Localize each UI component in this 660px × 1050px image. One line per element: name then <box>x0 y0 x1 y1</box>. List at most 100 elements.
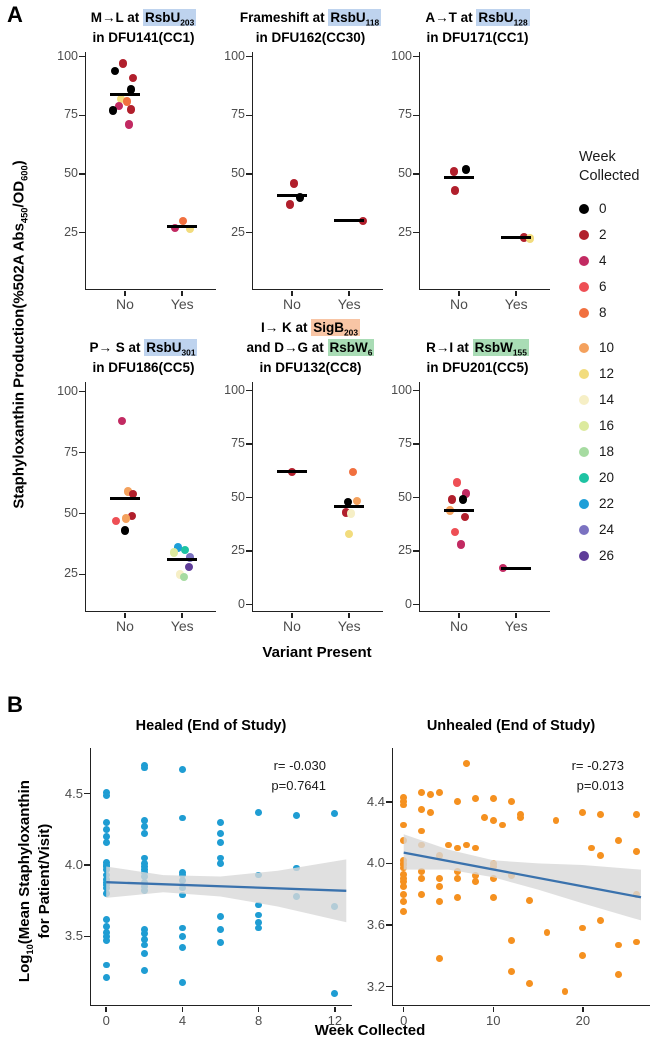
legend-color-dot <box>579 420 589 431</box>
y-tick-label: 75 <box>231 436 245 451</box>
strip-plot-dfu201: R→I at RsbW155 in DFU201(CC5) 0 25 50 75 100 N… <box>391 339 550 634</box>
category-label: Yes <box>504 618 528 634</box>
correlation-annotation: r= -0.030 p=0.7641 <box>271 756 326 795</box>
data-point <box>217 818 224 826</box>
regression-layer <box>403 834 642 921</box>
data-point <box>102 974 110 982</box>
group-mean-bar <box>167 225 198 229</box>
data-point <box>102 933 110 940</box>
y-axis-tick <box>386 801 392 803</box>
data-point <box>427 790 434 798</box>
data-point <box>179 871 186 879</box>
y-tick-label: 0 <box>238 596 245 611</box>
data-point <box>400 907 408 915</box>
data-point <box>121 514 131 523</box>
legend-item: 10 <box>579 335 659 361</box>
data-point <box>400 821 408 829</box>
x-axis-tick <box>181 290 183 296</box>
data-point <box>140 935 148 943</box>
data-point <box>179 944 186 952</box>
legend-item: 22 <box>579 491 659 517</box>
plot-area: 0 25 50 75 100 No Yes <box>224 382 383 634</box>
group-mean-bar <box>334 504 365 508</box>
data-point <box>179 572 189 582</box>
y-tick-label: 100 <box>57 48 78 63</box>
strip-plot-dfu132: I→ K at SigB203 and D→G at RsbW6 in DFU132… <box>224 319 383 634</box>
y-tick-label: 0 <box>405 596 412 611</box>
y-tick-label: 50 <box>231 166 245 181</box>
data-point <box>179 933 186 940</box>
data-point <box>102 838 110 846</box>
data-point <box>579 809 587 817</box>
data-point <box>452 478 462 487</box>
legend-color-dot <box>579 550 589 561</box>
x-axis-tick <box>257 1006 260 1012</box>
legend-entry-label: 12 <box>599 366 615 382</box>
data-point <box>140 823 148 830</box>
x-axis-tick <box>582 1006 584 1012</box>
y-axis-tick <box>79 451 85 454</box>
x-axis-tick <box>515 612 517 618</box>
p-value: p=0.7641 <box>271 777 326 793</box>
y-axis-tick <box>246 55 252 58</box>
data-point <box>454 875 461 883</box>
data-point <box>418 890 426 898</box>
plot-title: Unhealed (End of Study) <box>426 718 596 734</box>
y-axis-tick <box>413 389 419 392</box>
regression-line <box>106 881 347 892</box>
category-label: Yes <box>337 618 361 634</box>
category-label: Yes <box>504 296 528 312</box>
legend-item: 14 <box>579 387 659 413</box>
plot-area: 25 50 75 100 No Yes <box>391 49 550 312</box>
data-point <box>179 978 186 986</box>
y-axis-tick <box>413 550 419 552</box>
data-point <box>122 97 132 106</box>
data-point <box>140 764 148 772</box>
data-point <box>117 416 127 426</box>
data-point <box>169 548 179 557</box>
group-mean-bar <box>501 566 532 570</box>
data-point <box>543 929 551 937</box>
y-axis-tick <box>84 792 90 795</box>
y-axis-tick <box>79 573 85 576</box>
regression-line <box>403 851 642 899</box>
data-point <box>128 489 138 499</box>
data-point <box>447 495 457 504</box>
data-point <box>471 844 479 852</box>
legend-items: 0 2 4 6 8 10 12 14 16 18 20 22 24 26 <box>579 196 659 569</box>
data-point <box>184 562 194 572</box>
y-axis-tick <box>246 389 252 392</box>
plot-area: 25 50 75 100 No Yes <box>224 49 383 312</box>
data-point <box>179 891 186 899</box>
correlation-annotation: r= -0.273 p=0.013 <box>572 756 624 795</box>
data-point <box>471 878 479 886</box>
r-value: r= -0.030 <box>273 758 326 773</box>
data-point <box>615 970 623 978</box>
y-axis-tick <box>413 114 419 117</box>
y-tick-label: 100 <box>224 382 245 397</box>
plot-area: 0 25 50 75 100 No Yes <box>391 382 550 634</box>
x-axis-tick <box>124 612 126 618</box>
legend-color-dot <box>579 307 589 318</box>
legend-entry-label: 14 <box>599 392 615 408</box>
data-point <box>295 193 305 202</box>
data-point <box>102 923 110 930</box>
p-value: p=0.013 <box>576 777 624 793</box>
data-point <box>217 938 224 946</box>
data-point <box>123 487 133 496</box>
data-point <box>400 801 408 809</box>
y-axis-tick <box>79 390 85 393</box>
y-axis-tick <box>413 496 419 499</box>
legend-color-dot <box>579 498 589 509</box>
data-point <box>217 838 224 846</box>
regression-layer <box>106 859 347 923</box>
data-point <box>460 512 470 522</box>
legend-entry-label: 10 <box>599 340 615 356</box>
data-point <box>471 872 479 880</box>
data-point <box>427 809 434 817</box>
y-tick-label: 25 <box>398 543 412 558</box>
y-tick-label: 75 <box>398 436 412 451</box>
data-point <box>525 980 533 987</box>
legend-item: 16 <box>579 413 659 439</box>
legend-entry-label: 8 <box>599 305 607 321</box>
